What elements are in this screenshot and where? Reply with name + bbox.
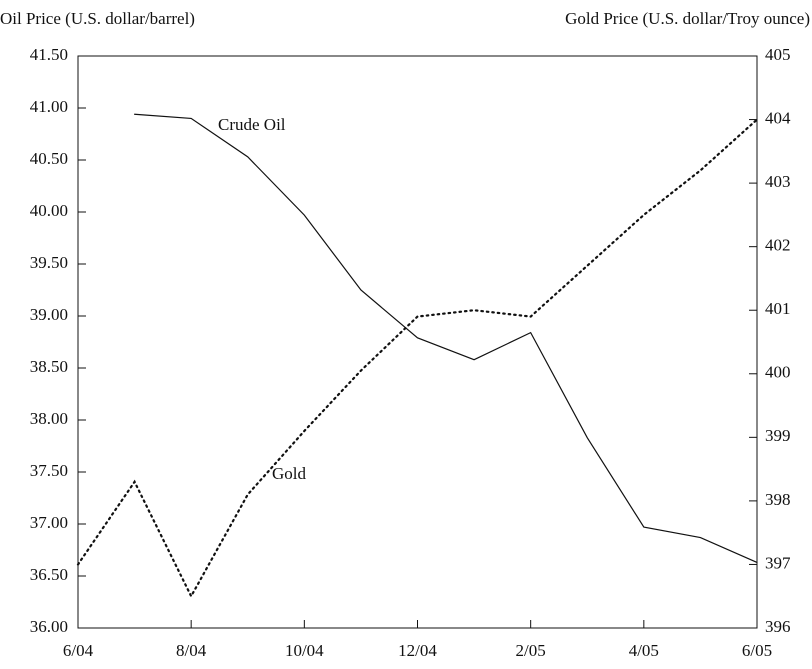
y-tick-label: 41.50 [30,45,68,64]
x-tick-label: 6/04 [63,641,94,660]
y-tick-label: 37.50 [30,461,68,480]
x-tick-label: 8/04 [176,641,207,660]
x-tick-label: 10/04 [285,641,324,660]
y2-tick-label: 396 [765,617,791,636]
y-tick-label: 38.50 [30,357,68,376]
y-tick-label: 36.00 [30,617,68,636]
y2-tick-label: 397 [765,553,791,572]
y-tick-label: 40.00 [30,201,68,220]
y2-tick-label: 404 [765,108,791,127]
series-label: Gold [272,464,307,483]
y2-tick-label: 398 [765,490,791,509]
y-tick-label: 38.00 [30,409,68,428]
y-tick-label: 37.00 [30,513,68,532]
y2-tick-label: 405 [765,45,791,64]
y-tick-label: 39.50 [30,253,68,272]
y-tick-label: 41.00 [30,97,68,116]
y2-tick-label: 403 [765,172,791,191]
y-tick-label: 36.50 [30,565,68,584]
series-line [133,113,758,564]
y2-tick-label: 400 [765,363,791,382]
plot-frame [77,55,758,629]
series-label: Crude Oil [218,115,286,134]
x-tick-label: 4/05 [629,641,659,660]
y2-axis-title: Gold Price (U.S. dollar/Troy ounce) [565,9,810,28]
y-tick-label: 40.50 [30,149,68,168]
y-axis-title: Oil Price (U.S. dollar/barrel) [0,9,195,28]
y2-tick-label: 402 [765,236,791,255]
series-line [76,118,759,599]
y-tick-label: 39.00 [30,305,68,324]
x-tick-label: 12/04 [398,641,437,660]
y2-tick-label: 399 [765,426,791,445]
y2-tick-label: 401 [765,299,791,318]
x-tick-label: 2/05 [516,641,546,660]
x-tick-label: 6/05 [742,641,772,660]
